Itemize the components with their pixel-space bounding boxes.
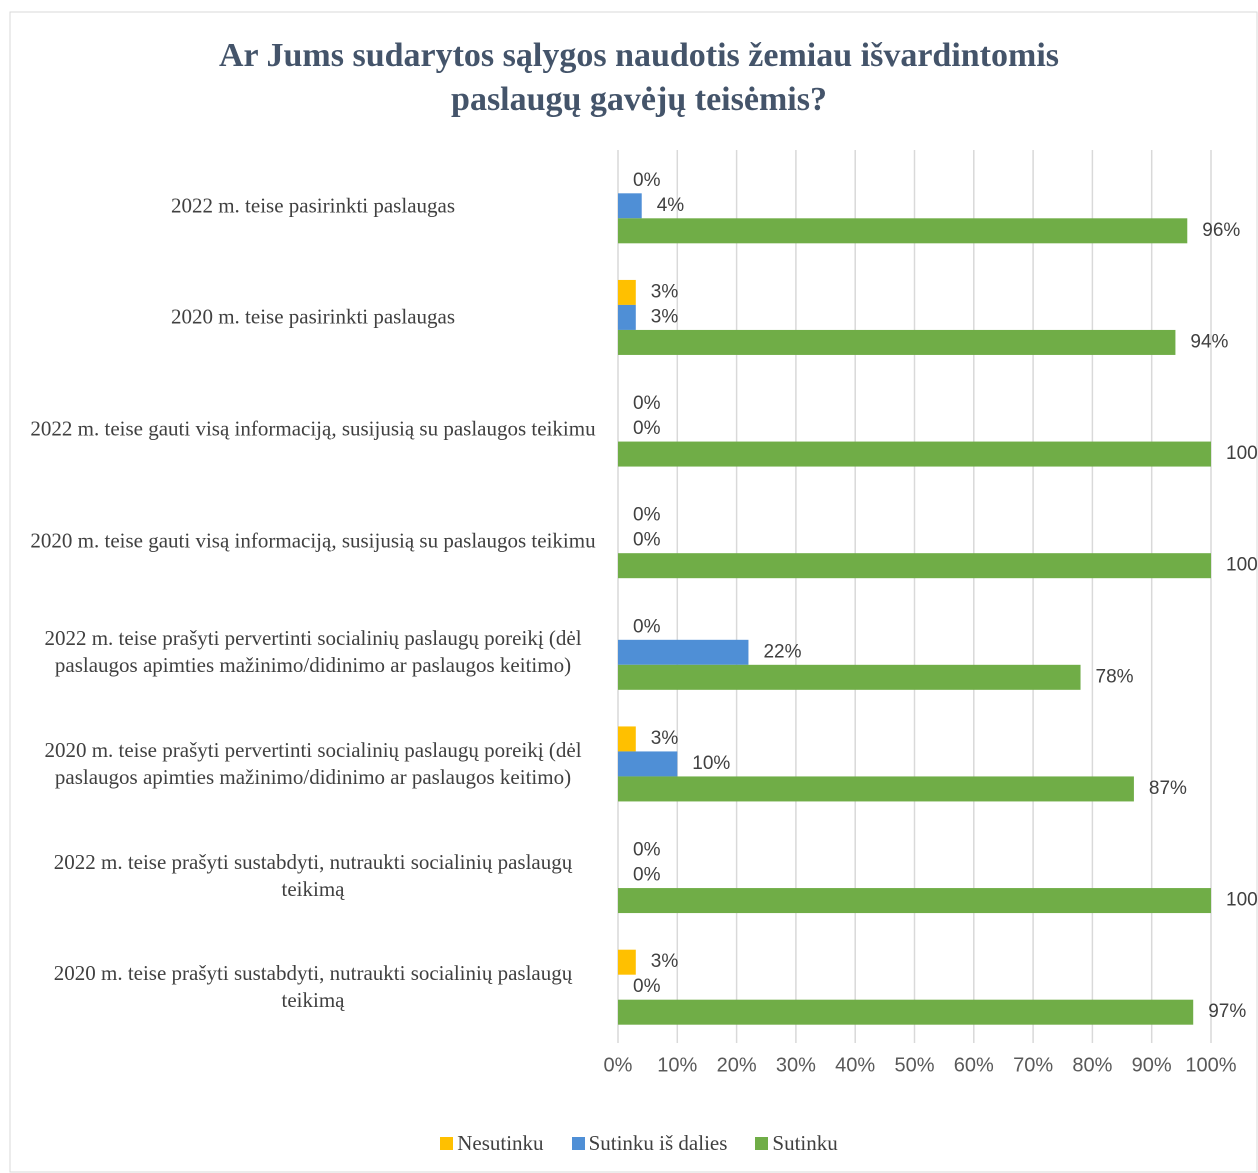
y-tick-label: 2022 m. teise pasirinkti paslaugas <box>170 193 456 218</box>
x-tick-label: 80% <box>1072 1054 1112 1076</box>
x-tick-label: 30% <box>776 1054 816 1076</box>
y-tick-label: 2022 m. teise prašyti pervertinti social… <box>44 626 582 678</box>
data-label: 0% <box>633 976 661 997</box>
y-tick-label: 2020 m. teise prašyti pervertinti social… <box>44 737 582 789</box>
legend-swatch <box>571 1137 585 1150</box>
data-label: 0% <box>633 393 661 414</box>
legend-swatch <box>440 1137 454 1150</box>
bar <box>618 639 749 665</box>
data-label: 3% <box>651 728 679 749</box>
bar <box>618 664 1081 690</box>
data-label: 97% <box>1208 1001 1246 1022</box>
data-label: 10% <box>692 753 730 774</box>
data-label: 3% <box>651 281 679 302</box>
chart-border <box>9 11 1258 1173</box>
bar <box>618 441 1211 467</box>
chart-title: Ar Jums sudarytos sąlygos naudotis žemia… <box>218 37 1060 118</box>
data-label: 0% <box>633 505 661 526</box>
data-label: 0% <box>633 530 661 551</box>
x-tick-label: 40% <box>835 1054 875 1076</box>
data-label: 87% <box>1149 778 1187 799</box>
y-tick-label: 2020 m. teise prašyti sustabdyti, nutrau… <box>53 961 573 1013</box>
legend-swatch <box>755 1137 769 1150</box>
bar <box>618 949 636 975</box>
legend: Nesutinku Sutinku iš dalies Sutinku <box>0 1131 1258 1156</box>
x-tick-label: 0% <box>604 1054 633 1076</box>
legend-label: Sutinku iš dalies <box>588 1131 728 1155</box>
x-tick-label: 100% <box>1185 1054 1236 1076</box>
y-tick-label: 2022 m. teise prašyti sustabdyti, nutrau… <box>53 849 573 901</box>
x-tick-label: 90% <box>1132 1054 1172 1076</box>
data-label: 0% <box>633 170 661 191</box>
legend-item: Nesutinku <box>440 1131 544 1156</box>
x-tick-label: 10% <box>657 1054 697 1076</box>
data-label: 78% <box>1096 666 1134 687</box>
bar <box>618 888 1211 914</box>
bar <box>618 553 1211 579</box>
data-label: 0% <box>633 418 661 439</box>
legend-item: Sutinku <box>755 1131 838 1156</box>
bar <box>618 999 1194 1025</box>
y-tick-label: 2020 m. teise pasirinkti paslaugas <box>170 304 456 329</box>
bar <box>618 726 636 752</box>
bar <box>618 751 678 777</box>
bar <box>618 279 636 305</box>
bar <box>618 218 1188 244</box>
data-label: 100% <box>1226 890 1258 911</box>
data-label: 3% <box>651 306 679 327</box>
data-label: 100% <box>1226 555 1258 576</box>
data-label: 94% <box>1190 331 1228 352</box>
legend-item: Sutinku iš dalies <box>571 1131 728 1156</box>
x-tick-label: 70% <box>1013 1054 1053 1076</box>
data-label: 4% <box>657 195 685 216</box>
y-tick-label: 2020 m. teise gauti visą informaciją, su… <box>30 528 596 553</box>
x-tick-label: 60% <box>954 1054 994 1076</box>
bar <box>618 304 636 330</box>
data-label: 0% <box>633 840 661 861</box>
data-label: 96% <box>1202 220 1240 241</box>
y-tick-label: 2022 m. teise gauti visą informaciją, su… <box>30 416 596 441</box>
data-label: 100% <box>1226 443 1258 464</box>
data-label: 0% <box>633 865 661 886</box>
legend-label: Sutinku <box>772 1131 838 1155</box>
data-label: 3% <box>651 951 679 972</box>
bar <box>618 193 642 219</box>
x-tick-label: 20% <box>717 1054 757 1076</box>
bar <box>618 776 1134 802</box>
legend-label: Nesutinku <box>457 1131 544 1155</box>
bar <box>618 329 1176 355</box>
data-label: 0% <box>633 616 661 637</box>
data-label: 22% <box>763 641 801 662</box>
x-tick-label: 50% <box>894 1054 934 1076</box>
